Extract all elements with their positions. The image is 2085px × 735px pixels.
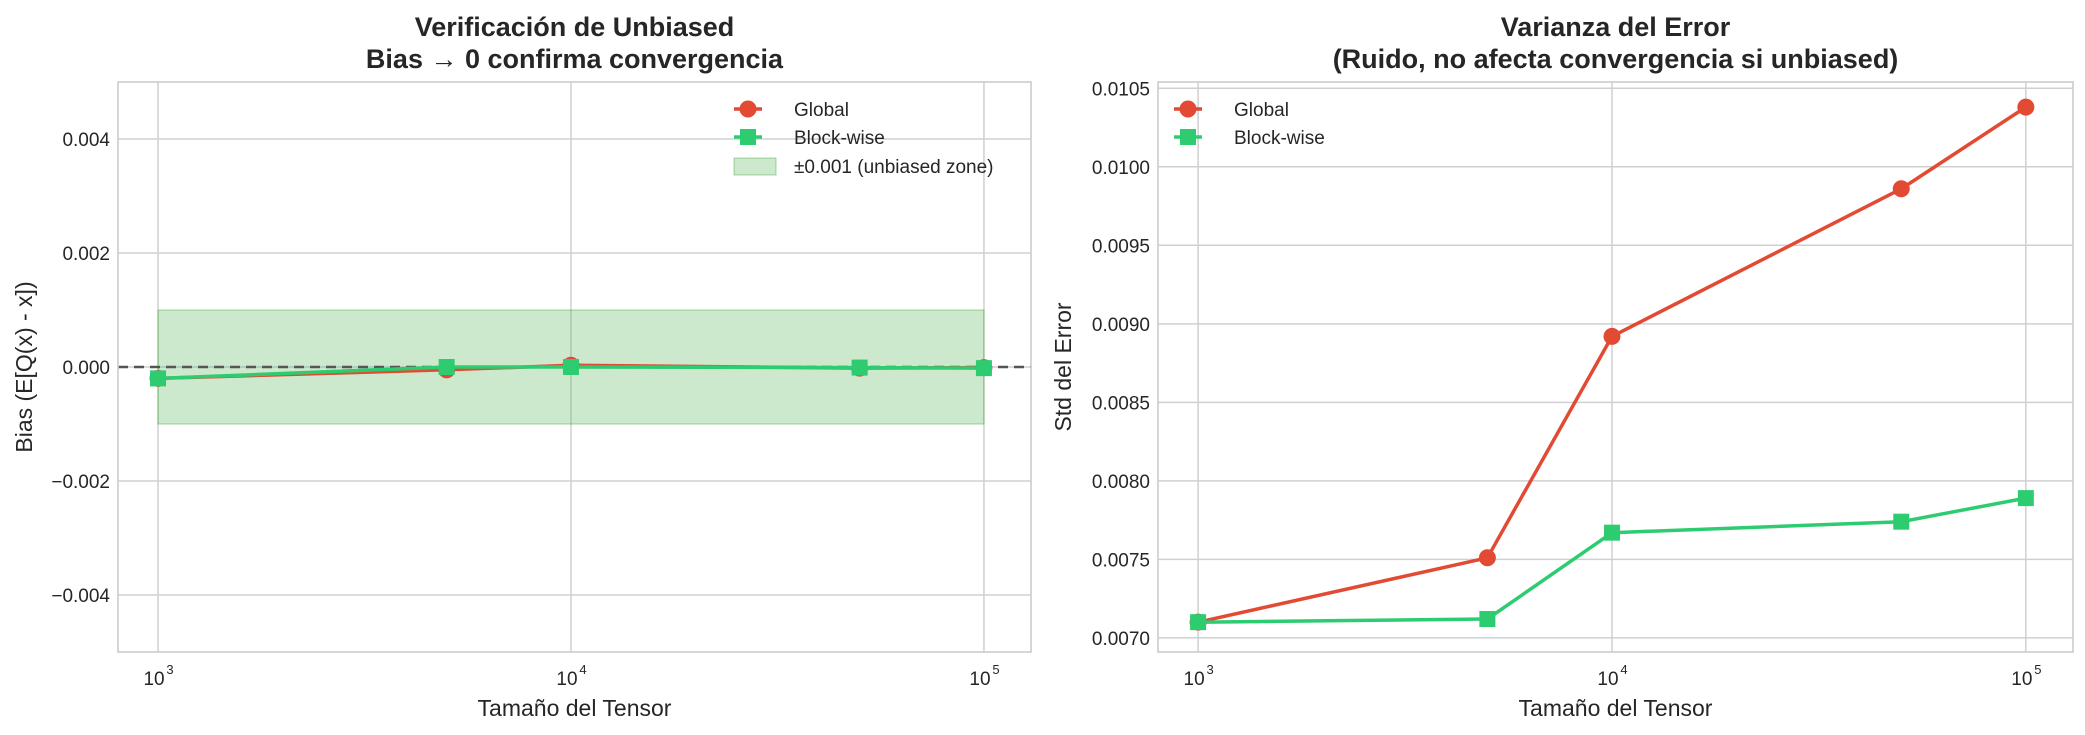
- grid: [1158, 82, 2073, 652]
- chart-title-line-1: Varianza del Error: [1501, 12, 1731, 42]
- legend-marker-global: [739, 100, 757, 118]
- data-point-block-wise: [438, 359, 455, 375]
- y-tick-labels: 0.0070 0.0075 0.0080 0.0085 0.0090 0.0095 0.01…: [1092, 79, 1150, 650]
- y-axis-label: Std del Error: [1050, 302, 1076, 431]
- data-point-global: [1478, 549, 1496, 567]
- x-tick-label: 10: [556, 669, 577, 690]
- y-tick-label: 0.0095: [1092, 236, 1150, 257]
- plot-frame: [117, 81, 1032, 653]
- y-tick-label: 0.004: [62, 130, 110, 151]
- data-point-block-wise: [1479, 611, 1496, 628]
- data-point-block-wise: [1190, 614, 1207, 631]
- x-tick-label: 10: [1597, 669, 1618, 690]
- y-tick-label: −0.002: [51, 472, 110, 493]
- y-axis-label: Bias (E[Q(x) - x]): [11, 281, 37, 452]
- data-point-global: [2017, 98, 2035, 116]
- legend: Global Block-wise ±0.001 (unbiased zone): [733, 100, 994, 178]
- y-tick-labels: −0.004 −0.002 0.000 0.002 0.004: [51, 130, 110, 607]
- x-tick-labels: 10 3 10 4 10 5: [1184, 662, 2042, 690]
- x-tick-exponent: 4: [1620, 662, 1627, 677]
- legend-label-blockwise: Block-wise: [1234, 128, 1325, 149]
- y-tick-label: 0.000: [62, 358, 110, 379]
- data-point-block-wise: [1893, 513, 1910, 530]
- y-tick-label: 0.0105: [1092, 79, 1150, 100]
- x-tick-exponent: 4: [579, 662, 586, 677]
- x-tick-label: 10: [969, 669, 990, 690]
- x-tick-label: 10: [2011, 669, 2032, 690]
- x-tick-label: 10: [1184, 669, 1205, 690]
- variance-chart-panel: 0.0070 0.0075 0.0080 0.0085 0.0090 0.0095 0.01…: [1050, 12, 2074, 721]
- legend-marker-blockwise: [1180, 129, 1196, 145]
- y-tick-label: 0.0085: [1092, 393, 1150, 414]
- data-point-block-wise: [150, 370, 167, 387]
- legend-label-band: ±0.001 (unbiased zone): [794, 157, 994, 178]
- x-tick-label: 10: [143, 669, 164, 690]
- series-layer: [149, 356, 993, 387]
- x-tick-exponent: 3: [166, 662, 173, 677]
- legend-label-global: Global: [794, 100, 849, 121]
- y-tick-label: 0.0090: [1092, 315, 1150, 336]
- data-point-block-wise: [1603, 524, 1620, 541]
- y-tick-label: 0.0100: [1092, 158, 1150, 179]
- chart-title-line-2: (Ruido, no afecta convergencia si unbias…: [1333, 44, 1899, 74]
- x-tick-exponent: 5: [992, 662, 999, 677]
- data-point-global: [1603, 327, 1621, 345]
- x-tick-exponent: 5: [2034, 662, 2041, 677]
- chart-title-line-1: Verificación de Unbiased: [415, 12, 735, 42]
- chart-title-line-2: Bias → 0 confirma convergencia: [366, 44, 784, 74]
- data-point-block-wise: [851, 359, 868, 376]
- data-point-global: [1892, 180, 1910, 198]
- data-point-block-wise: [2017, 490, 2034, 507]
- y-tick-label: 0.0070: [1092, 629, 1150, 650]
- legend-marker-global: [1179, 100, 1197, 118]
- x-tick-exponent: 3: [1206, 662, 1213, 677]
- legend-label-global: Global: [1234, 100, 1289, 121]
- y-tick-label: −0.004: [51, 586, 110, 607]
- data-point-block-wise: [975, 360, 992, 377]
- x-tick-labels: 10 3 10 4 10 5: [143, 662, 999, 690]
- y-tick-label: 0.0075: [1092, 550, 1150, 571]
- x-axis-label: Tamaño del Tensor: [1519, 695, 1713, 721]
- legend-label-blockwise: Block-wise: [794, 128, 885, 149]
- legend: Global Block-wise: [1174, 100, 1325, 149]
- series-layer: [1189, 98, 2035, 631]
- legend-swatch-band: [733, 157, 777, 176]
- data-point-block-wise: [562, 359, 579, 375]
- x-axis-label: Tamaño del Tensor: [478, 695, 672, 721]
- y-tick-label: 0.002: [62, 244, 110, 265]
- plot-frame: [1157, 81, 2074, 653]
- y-tick-label: 0.0080: [1092, 472, 1150, 493]
- legend-marker-blockwise: [740, 129, 756, 145]
